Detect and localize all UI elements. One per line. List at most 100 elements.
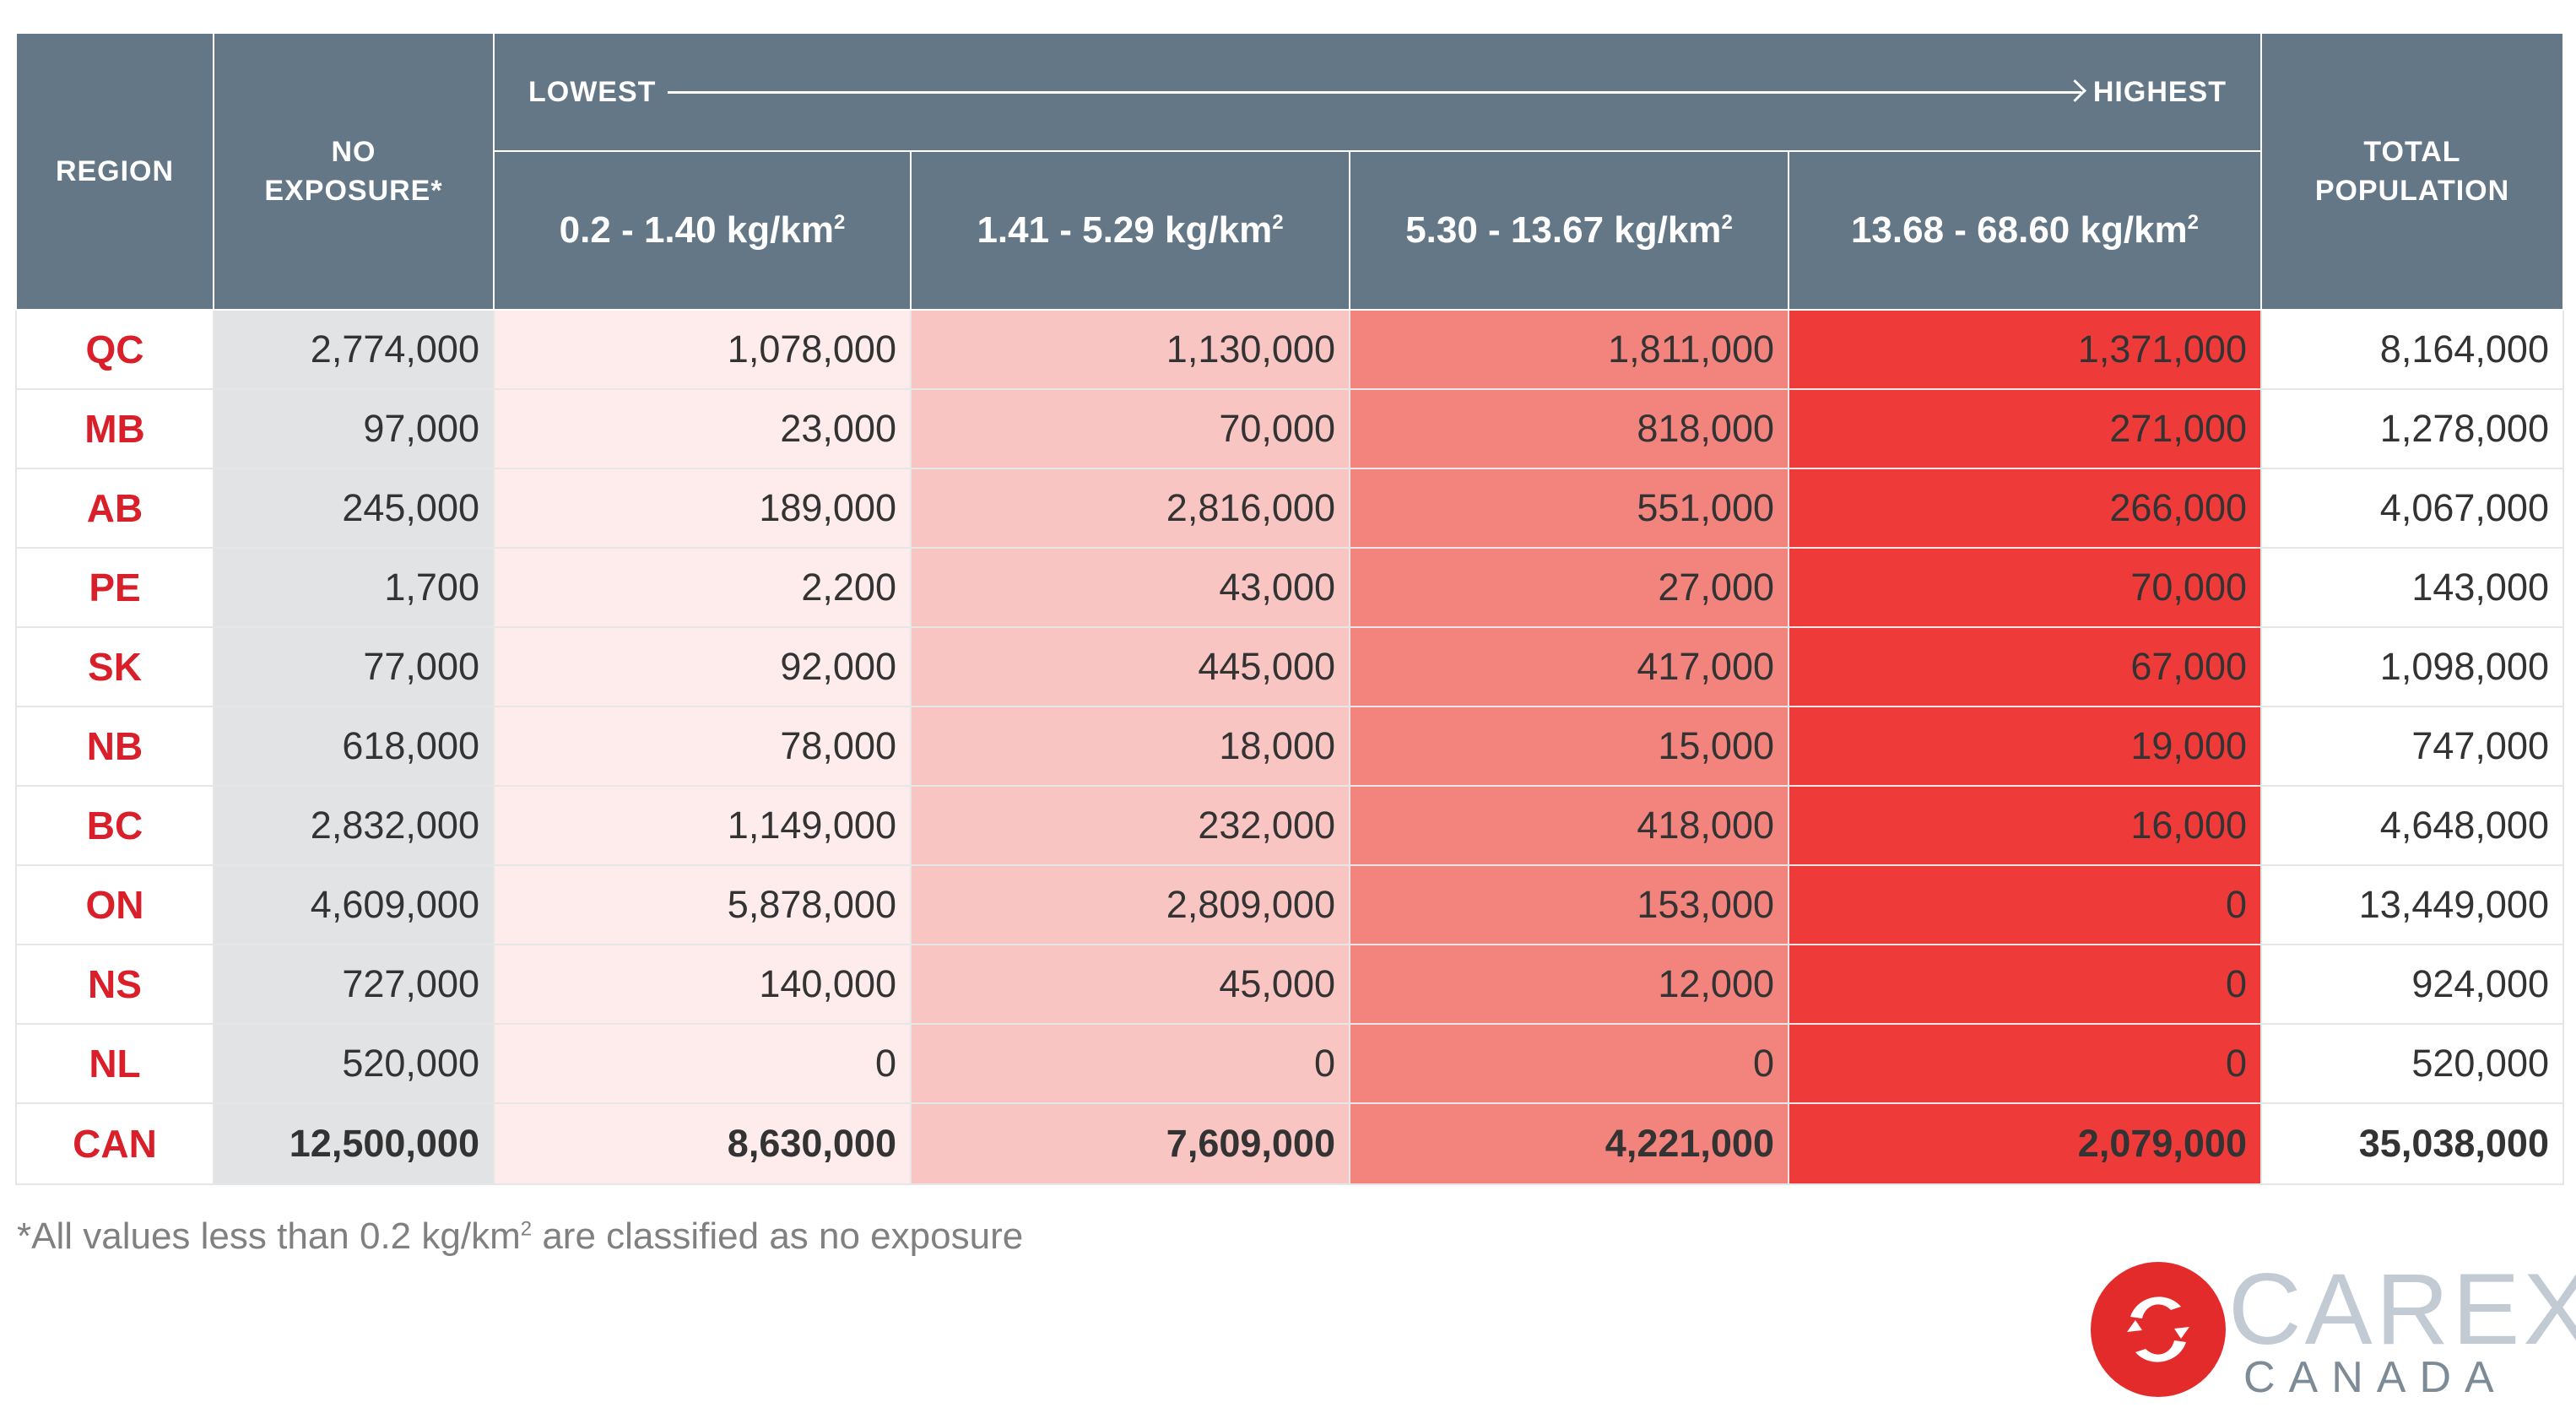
- range-1-label: 0.2 - 1.40 kg/km: [559, 209, 834, 251]
- footnote-sup: 2: [520, 1217, 533, 1241]
- table-row: PE 1,700 2,200 43,000 27,000 70,000 143,000: [15, 547, 2564, 628]
- no-exposure-cell: 520,000: [213, 1023, 495, 1104]
- range-1-cell: 1,078,000: [493, 309, 912, 390]
- total-population-cell: 520,000: [2260, 1023, 2564, 1104]
- range-3-sup: 2: [1721, 211, 1733, 234]
- range-2-cell: 2,816,000: [910, 468, 1350, 549]
- range-1-cell: 2,200: [493, 547, 912, 628]
- range-4-cell: 0: [1788, 1023, 2262, 1104]
- footnote-text: *All values less than 0.2 kg/km: [17, 1215, 521, 1257]
- range-2-cell: 1,130,000: [910, 309, 1350, 390]
- scale-arrow-icon: [668, 90, 2081, 94]
- range-4-cell: 0: [1788, 944, 2262, 1025]
- total-population-cell: 143,000: [2260, 547, 2564, 628]
- total-population-cell: 4,648,000: [2260, 785, 2564, 866]
- table-row: NL 520,000 0 0 0 0 520,000: [15, 1023, 2564, 1104]
- total-population-cell: 1,278,000: [2260, 388, 2564, 469]
- table-total-row: CAN 12,500,000 8,630,000 7,609,000 4,221,000…: [15, 1102, 2564, 1185]
- range-1-cell: 0: [493, 1023, 912, 1104]
- table-row: AB 245,000 189,000 2,816,000 551,000 266,000 4…: [15, 468, 2564, 549]
- range-4-cell: 266,000: [1788, 468, 2262, 549]
- range-4-cell: 16,000: [1788, 785, 2262, 866]
- range-2-label: 1.41 - 5.29 kg/km: [977, 209, 1273, 251]
- range-1-cell: 1,149,000: [493, 785, 912, 866]
- no-exposure-cell: 245,000: [213, 468, 495, 549]
- range-3-label: 5.30 - 13.67 kg/km: [1405, 209, 1722, 251]
- range-3-cell: 551,000: [1349, 468, 1789, 549]
- range-2-cell: 18,000: [910, 706, 1350, 787]
- range-3-cell: 15,000: [1349, 706, 1789, 787]
- region-cell: ON: [15, 864, 214, 945]
- range-3-cell: 818,000: [1349, 388, 1789, 469]
- no-exposure-cell: 97,000: [213, 388, 495, 469]
- header-total-line1: TOTAL: [2363, 136, 2461, 168]
- header-range-1: 0.2 - 1.40 kg/km2: [493, 150, 912, 311]
- no-exposure-cell: 77,000: [213, 626, 495, 707]
- range-3-cell: 27,000: [1349, 547, 1789, 628]
- logo-subtitle: CANADA: [2243, 1353, 2508, 1402]
- header-no-exposure: NO EXPOSURE*: [213, 32, 495, 311]
- range-1-sup: 2: [833, 211, 846, 234]
- header-region: REGION: [15, 32, 214, 311]
- range-3-cell: 4,221,000: [1349, 1102, 1789, 1185]
- range-3-cell: 153,000: [1349, 864, 1789, 945]
- range-3-cell: 417,000: [1349, 626, 1789, 707]
- total-population-cell: 35,038,000: [2260, 1102, 2564, 1185]
- no-exposure-cell: 2,774,000: [213, 309, 495, 390]
- range-2-cell: 43,000: [910, 547, 1350, 628]
- table-row: SK 77,000 92,000 445,000 417,000 67,000 1,098,…: [15, 626, 2564, 707]
- range-3-cell: 0: [1349, 1023, 1789, 1104]
- range-4-cell: 271,000: [1788, 388, 2262, 469]
- range-4-cell: 19,000: [1788, 706, 2262, 787]
- header-no-exposure-line2: EXPOSURE*: [264, 175, 443, 207]
- total-population-cell: 4,067,000: [2260, 468, 2564, 549]
- footnote-text-end: are classified as no exposure: [532, 1215, 1024, 1257]
- region-cell: NS: [15, 944, 214, 1025]
- exposure-table: REGION NO EXPOSURE* LOWEST HIGHEST TOTAL…: [15, 32, 2564, 1185]
- range-1-cell: 8,630,000: [493, 1102, 912, 1185]
- region-cell: BC: [15, 785, 214, 866]
- total-population-cell: 13,449,000: [2260, 864, 2564, 945]
- range-1-cell: 140,000: [493, 944, 912, 1025]
- range-2-cell: 7,609,000: [910, 1102, 1350, 1185]
- range-4-cell: 0: [1788, 864, 2262, 945]
- no-exposure-cell: 618,000: [213, 706, 495, 787]
- region-cell: CAN: [15, 1102, 214, 1185]
- table-row: NS 727,000 140,000 45,000 12,000 0 924,000: [15, 944, 2564, 1025]
- logo-name: CAREX: [2228, 1253, 2576, 1366]
- range-4-cell: 1,371,000: [1788, 309, 2262, 390]
- header-exposure-scale: LOWEST HIGHEST: [493, 32, 2262, 152]
- carex-logo: CAREX CANADA: [2086, 1253, 2576, 1402]
- no-exposure-cell: 4,609,000: [213, 864, 495, 945]
- header-total-line2: POPULATION: [2314, 175, 2510, 207]
- no-exposure-cell: 2,832,000: [213, 785, 495, 866]
- range-1-cell: 5,878,000: [493, 864, 912, 945]
- range-1-cell: 92,000: [493, 626, 912, 707]
- header-no-exposure-line1: NO: [331, 136, 376, 168]
- table-row: QC 2,774,000 1,078,000 1,130,000 1,811,000 1,…: [15, 309, 2564, 390]
- range-4-label: 13.68 - 68.60 kg/km: [1850, 209, 2188, 251]
- range-4-cell: 70,000: [1788, 547, 2262, 628]
- header-range-4: 13.68 - 68.60 kg/km2: [1788, 150, 2262, 311]
- carex-logo-mark-icon: [2091, 1262, 2226, 1397]
- region-cell: QC: [15, 309, 214, 390]
- range-4-cell: 2,079,000: [1788, 1102, 2262, 1185]
- header-total-population: TOTAL POPULATION: [2260, 32, 2564, 311]
- header-range-3: 5.30 - 13.67 kg/km2: [1349, 150, 1789, 311]
- table-row: BC 2,832,000 1,149,000 232,000 418,000 16,000…: [15, 785, 2564, 866]
- range-3-cell: 12,000: [1349, 944, 1789, 1025]
- table-row: NB 618,000 78,000 18,000 15,000 19,000 747,000: [15, 706, 2564, 787]
- range-1-cell: 23,000: [493, 388, 912, 469]
- range-4-cell: 67,000: [1788, 626, 2262, 707]
- range-1-cell: 78,000: [493, 706, 912, 787]
- region-cell: NL: [15, 1023, 214, 1104]
- range-3-cell: 1,811,000: [1349, 309, 1789, 390]
- total-population-cell: 1,098,000: [2260, 626, 2564, 707]
- range-3-cell: 418,000: [1349, 785, 1789, 866]
- total-population-cell: 747,000: [2260, 706, 2564, 787]
- range-2-cell: 70,000: [910, 388, 1350, 469]
- region-cell: MB: [15, 388, 214, 469]
- range-1-cell: 189,000: [493, 468, 912, 549]
- total-population-cell: 8,164,000: [2260, 309, 2564, 390]
